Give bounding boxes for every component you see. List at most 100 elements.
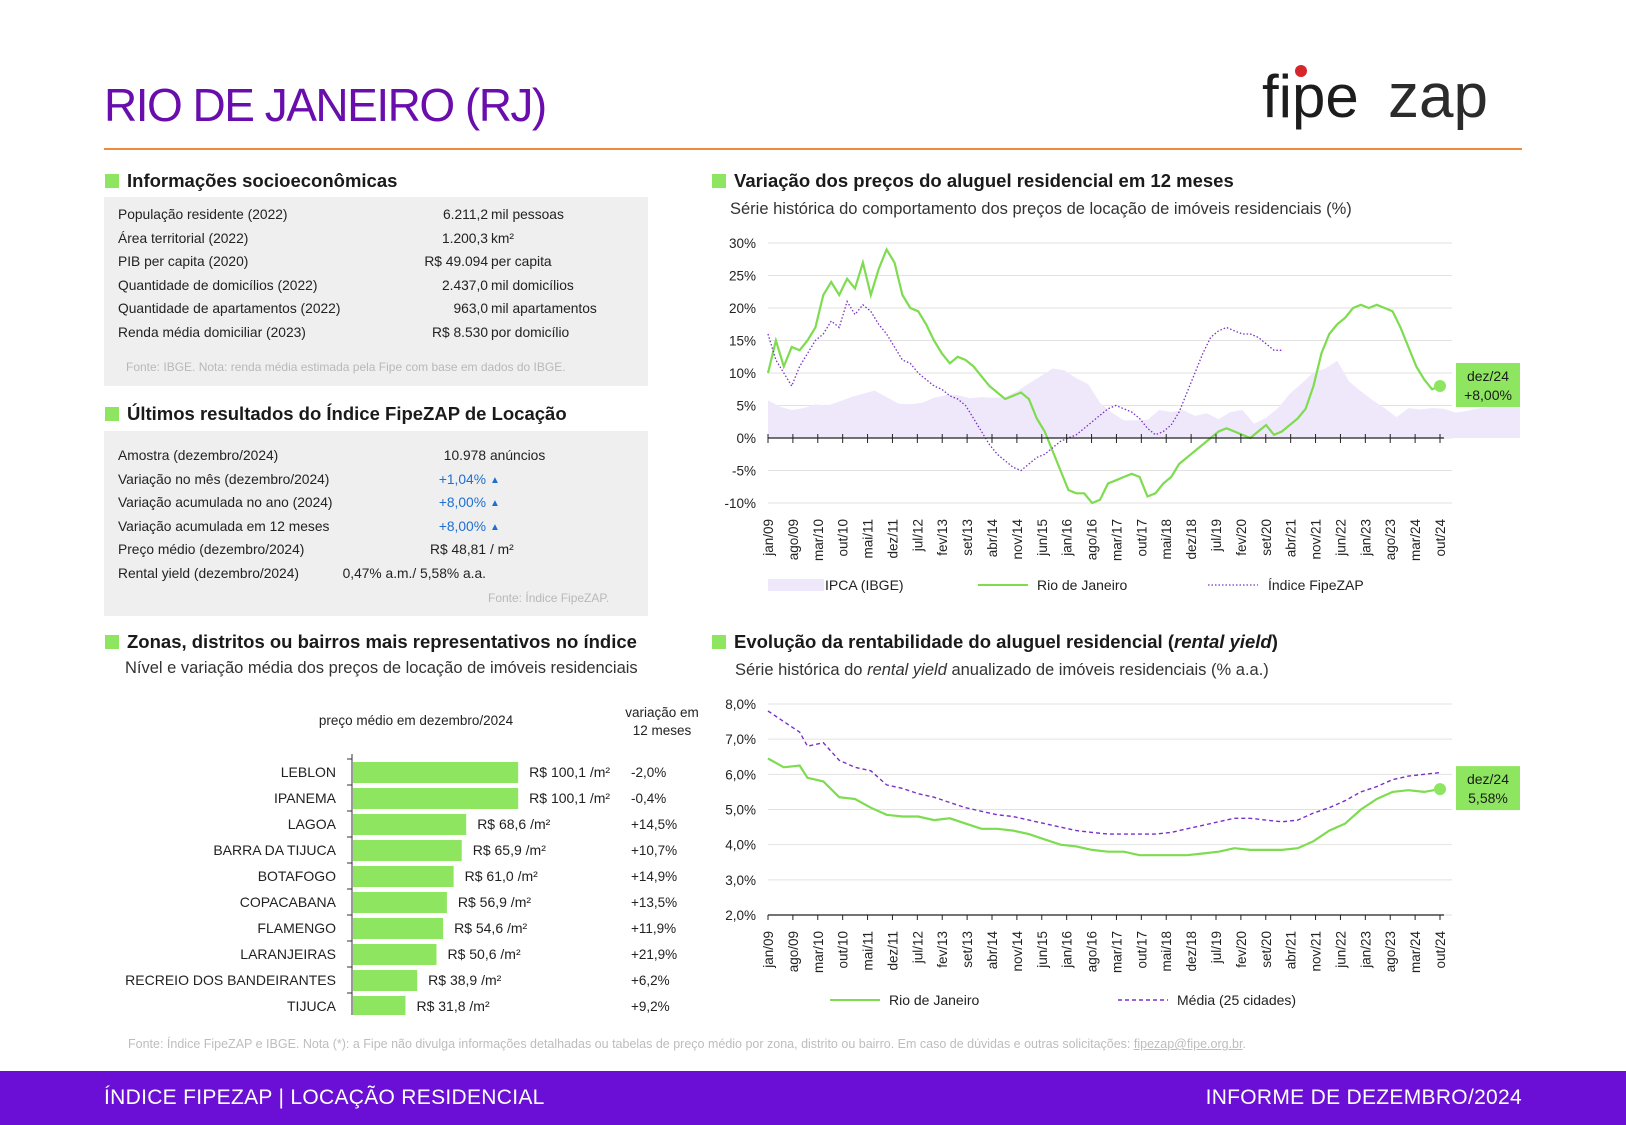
green-square-icon [105,407,119,421]
bar-variation-label: +10,7% [631,843,677,858]
footnote-email-link[interactable]: fipezap@fipe.org.br [1133,1037,1243,1051]
socio-row-unit: per capita [491,254,552,270]
yield-chart-subtitle: Série histórica do rental yield anualiza… [735,661,1269,680]
y-tick-label: 7,0% [725,732,756,747]
logo-red-dot [1295,65,1307,77]
logo-zap-text: zap [1388,62,1488,131]
up-arrow-icon: ▲ [490,498,500,510]
socio-row-unit: km² [491,230,514,246]
socio-row-unit: mil domicílios [491,277,574,293]
y-tick-label: 30% [729,236,756,251]
x-tick-label: set/13 [960,519,975,556]
socio-row-label: PIB per capita (2020) [118,254,249,270]
socio-row-value: 1.200,3 [441,230,488,246]
x-tick-label: dez/11 [885,931,900,971]
footer-left-text: ÍNDICE FIPEZAP | LOCAÇÃO RESIDENCIAL [104,1086,545,1109]
yield-sub-post: anualizado de imóveis residenciais (% a.… [946,661,1269,679]
page-title: RIO DE JANEIRO (RJ) [104,79,547,131]
x-tick-label: mar/24 [1408,931,1423,974]
y-tick-label: -10% [724,496,756,511]
x-tick-label: ago/16 [1085,931,1100,972]
index-panel: Amostra (dezembro/2024) 10.978 anúncios Var… [104,431,648,616]
x-tick-label: mar/24 [1408,519,1423,562]
callout-value: +8,00% [1464,387,1512,403]
x-tick-label: jul/12 [910,519,925,552]
bar-category-label: BOTAFOGO [258,868,336,884]
socio-row: População residente (2022) 6.211,2 mil pes… [104,207,648,227]
bar-value-label: R$ 61,0 /m² [465,868,538,884]
socio-row-value: R$ 8.530 [432,325,488,340]
footer-bar: ÍNDICE FIPEZAP | LOCAÇÃO RESIDENCIAL INF… [0,1071,1626,1125]
y-tick-label: 0% [736,431,756,446]
x-tick-label: out/24 [1433,519,1448,557]
x-tick-label: abr/21 [1284,931,1299,969]
index-row-label: Variação acumulada em 12 meses [118,518,330,534]
x-tick-label: fev/20 [1234,519,1249,556]
x-tick-label: jan/16 [1060,519,1075,557]
bar-value-label: R$ 68,6 /m² [477,816,550,832]
last-point-marker [1434,783,1446,796]
index-heading-label: Últimos resultados do Índice FipeZAP de … [127,403,567,424]
x-tick-label: fev/13 [935,519,950,556]
legend-fipezap-label: Índice FipeZAP [1268,577,1364,593]
y-tick-label: 6,0% [725,767,756,782]
rental-yield-chart: 8,0% 7,0% 6,0% 5,0% 4,0% 3,0% 2,0% jan/09 ago/09… [725,697,1520,1008]
index-row-unit: anúncios [490,448,546,463]
index-row-value: 10.978 [443,448,486,463]
index-row-value: R$ 48,81 [430,542,486,558]
zones-bar-chart: preço médio em dezembro/2024 variação em… [125,705,699,1015]
bar-variation-label: -2,0% [631,765,666,780]
ipca-area-series [768,360,1520,438]
bar-variation-label: +6,2% [631,973,670,988]
legend-rio-label: Rio de Janeiro [889,992,979,1008]
footnote: Fonte: Índice FipeZAP e IBGE. Nota (*): … [128,1037,1246,1051]
x-tick-label: jun/22 [1333,519,1348,557]
socio-row-label: Área territorial (2022) [118,230,249,246]
x-tick-label: fev/13 [935,931,950,968]
socio-row-label: Quantidade de domicílios (2022) [118,277,318,293]
socio-row-label: Quantidade de apartamentos (2022) [118,301,341,317]
bar-variation-label: +21,9% [631,947,677,962]
bar-category-label: FLAMENGO [257,920,336,936]
callout-date: dez/24 [1467,771,1509,787]
x-tick-label: mai/18 [1159,931,1174,972]
y-tick-label: 5% [736,399,756,414]
x-tick-label: jul/12 [910,931,925,964]
bar [353,866,454,887]
x-tick-label: dez/11 [885,519,900,559]
green-square-icon [105,635,119,649]
bar-value-label: R$ 50,6 /m² [447,946,520,962]
x-tick-label: dez/18 [1184,931,1199,972]
x-tick-label: set/13 [960,931,975,968]
x-tick-label: mai/18 [1159,519,1174,560]
bar-category-label: LAGOA [288,816,337,832]
bar-category-label: COPACABANA [240,894,337,910]
bar-value-label: R$ 31,8 /m² [416,998,489,1014]
average-line-series [767,710,1441,835]
rio-line-series [766,247,1441,505]
socio-heading-label: Informações socioeconômicas [127,170,398,191]
bar [353,970,418,991]
footnote-text: Fonte: Índice FipeZAP e IBGE. Nota (*): … [128,1037,1134,1051]
rent-chart-heading: Variação dos preços do aluguel residenci… [712,170,1234,192]
index-row-value: +8,00% [438,518,486,534]
yield-heading-em: rental yield [1174,631,1272,652]
index-row-value: +1,04% [438,471,486,487]
y-tick-label: 5,0% [725,803,756,818]
green-square-icon [105,174,119,188]
x-tick-label: nov/21 [1309,519,1324,560]
index-row-unit: / m² [490,542,514,558]
bar-value-label: R$ 65,9 /m² [473,842,546,858]
socio-row-unit: mil pessoas [491,207,564,222]
socio-row-value: 6.211,2 [442,207,488,222]
rent-variation-chart: 30% 25% 20% 15% 10% 5% 0% -5% -10% jan/09 ago/09 ma… [724,236,1520,593]
last-value-callout [1456,766,1520,811]
x-tick-label: abr/14 [985,931,1000,970]
x-tick-label: jan/23 [1358,931,1373,969]
y-tick-label: 10% [729,366,756,381]
bar-value-label: R$ 100,1 /m² [529,790,610,806]
bar-category-label: TIJUCA [287,998,337,1014]
bar-value-label: R$ 100,1 /m² [529,764,610,780]
x-tick-label: out/17 [1134,519,1149,557]
index-row: Rental yield (dezembro/2024) 0,47% a.m./ … [104,566,648,586]
